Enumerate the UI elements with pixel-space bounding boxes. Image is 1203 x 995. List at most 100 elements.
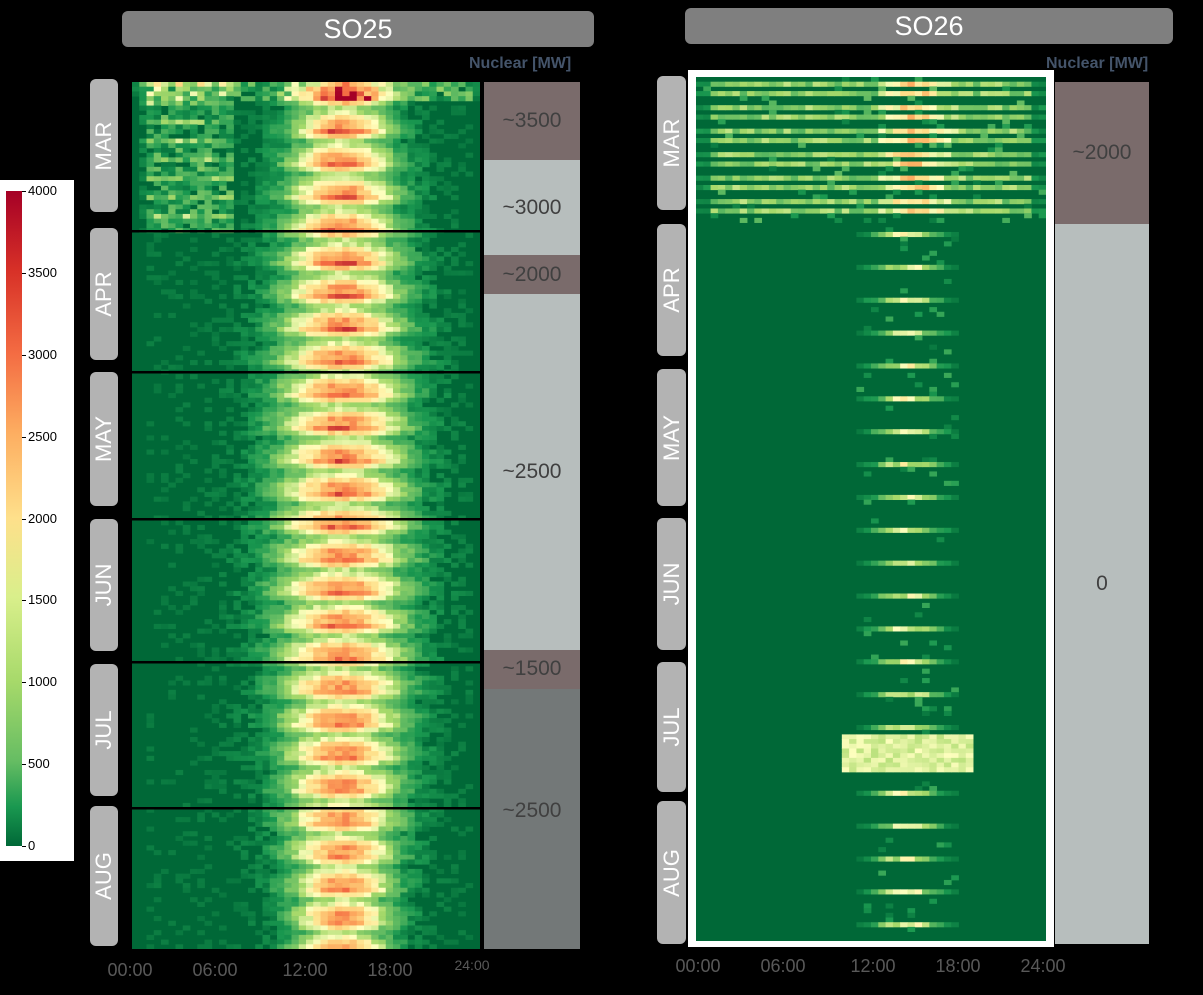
heatmap-cell bbox=[414, 341, 423, 347]
heatmap-cell bbox=[335, 171, 343, 177]
heatmap-cell bbox=[291, 176, 300, 182]
heatmap-cell bbox=[313, 600, 321, 606]
heatmap-cell bbox=[168, 529, 176, 535]
heatmap-cell bbox=[298, 284, 307, 290]
heatmap-cell bbox=[407, 572, 416, 578]
heatmap-cell bbox=[306, 534, 314, 540]
heatmap-cell bbox=[219, 157, 227, 163]
heatmap-cell bbox=[465, 86, 474, 92]
heatmap-cell bbox=[385, 699, 394, 705]
heatmap-cell bbox=[161, 195, 169, 201]
heatmap-cell bbox=[313, 506, 321, 512]
heatmap-cell bbox=[422, 449, 430, 455]
heatmap-cell bbox=[262, 581, 271, 587]
heatmap-cell bbox=[364, 256, 372, 262]
heatmap-cell bbox=[262, 520, 271, 526]
heatmap-cell bbox=[240, 331, 249, 337]
heatmap-cell bbox=[240, 661, 249, 667]
heatmap-cell bbox=[349, 765, 358, 771]
heatmap-cell bbox=[320, 350, 329, 356]
heatmap-cell bbox=[211, 539, 220, 545]
heatmap-cell bbox=[349, 666, 358, 672]
heatmap-cell bbox=[313, 350, 321, 356]
heatmap-cell bbox=[277, 147, 285, 154]
heatmap-cell bbox=[400, 378, 408, 384]
heatmap-cell bbox=[262, 675, 271, 681]
heatmap-cell bbox=[364, 133, 372, 139]
heatmap-cell bbox=[240, 312, 249, 318]
heatmap-cell bbox=[400, 487, 408, 493]
heatmap-cell bbox=[371, 793, 379, 799]
heatmap-cell bbox=[240, 656, 249, 662]
heatmap-cell bbox=[255, 713, 263, 719]
heatmap-cell bbox=[262, 784, 271, 790]
heatmap-cell bbox=[168, 176, 176, 182]
heatmap-cell bbox=[385, 360, 394, 366]
heatmap-cell bbox=[211, 487, 220, 493]
heatmap-cell bbox=[255, 444, 263, 450]
heatmap-cell bbox=[378, 331, 387, 337]
heatmap-cell bbox=[407, 284, 416, 290]
heatmap-cell bbox=[385, 638, 394, 644]
heatmap-cell bbox=[429, 298, 437, 304]
heatmap-cell bbox=[342, 670, 350, 677]
heatmap-cell bbox=[385, 166, 394, 172]
heatmap-cell bbox=[356, 454, 365, 460]
heatmap-cell bbox=[313, 553, 321, 559]
heatmap-cell bbox=[219, 605, 227, 611]
heatmap-cell bbox=[364, 294, 372, 300]
heatmap-cell bbox=[219, 699, 227, 705]
heatmap-cell bbox=[327, 345, 336, 351]
heatmap-cell bbox=[211, 119, 220, 125]
heatmap-cell bbox=[414, 416, 423, 422]
heatmap-cell bbox=[378, 421, 387, 427]
heatmap-cell bbox=[378, 440, 387, 446]
heatmap-cell bbox=[175, 261, 184, 267]
heatmap-cell bbox=[306, 82, 314, 88]
heatmap-cell bbox=[248, 110, 256, 116]
heatmap-cell bbox=[327, 605, 336, 611]
heatmap-cell bbox=[161, 180, 169, 187]
heatmap-cell bbox=[422, 732, 430, 738]
heatmap-cell bbox=[349, 699, 358, 705]
heatmap-cell bbox=[364, 411, 372, 417]
heatmap-cell bbox=[291, 350, 300, 356]
heatmap-cell bbox=[364, 303, 372, 309]
heatmap-cell bbox=[407, 275, 416, 281]
heatmap-cell bbox=[313, 487, 321, 493]
heatmap-cell bbox=[393, 732, 401, 738]
heatmap-cell bbox=[284, 209, 292, 215]
heatmap-cell bbox=[219, 572, 227, 578]
heatmap-cell bbox=[414, 468, 423, 474]
heatmap-cell bbox=[175, 185, 184, 191]
heatmap-cell bbox=[429, 619, 437, 625]
heatmap-cell bbox=[356, 670, 365, 677]
heatmap-cell bbox=[298, 261, 307, 267]
month-label: AUG bbox=[91, 852, 116, 900]
heatmap-cell bbox=[262, 416, 271, 422]
heatmap-cell bbox=[233, 623, 242, 629]
heatmap-cell bbox=[327, 308, 336, 314]
heatmap-cell bbox=[378, 147, 387, 154]
heatmap-cell bbox=[407, 327, 416, 333]
heatmap-cell bbox=[284, 105, 292, 111]
heatmap-cell bbox=[378, 680, 387, 686]
heatmap-cell bbox=[393, 317, 401, 323]
heatmap-cell bbox=[139, 138, 147, 144]
heatmap-cell bbox=[349, 312, 358, 318]
heatmap-cell bbox=[436, 520, 445, 526]
heatmap-cell bbox=[335, 114, 343, 121]
heatmap-cell bbox=[349, 162, 358, 168]
heatmap-cell bbox=[414, 703, 423, 710]
heatmap-cell bbox=[393, 548, 401, 554]
heatmap-cell bbox=[298, 713, 307, 719]
heatmap-cell bbox=[349, 213, 358, 220]
heatmap-cell bbox=[182, 190, 191, 196]
heatmap-cell bbox=[364, 322, 372, 328]
heatmap-cell bbox=[429, 802, 437, 809]
heatmap-cell bbox=[298, 534, 307, 540]
heatmap-cell bbox=[349, 779, 358, 785]
heatmap-cell bbox=[233, 435, 242, 441]
heatmap-cell bbox=[248, 477, 256, 483]
heatmap-cell bbox=[327, 713, 336, 719]
